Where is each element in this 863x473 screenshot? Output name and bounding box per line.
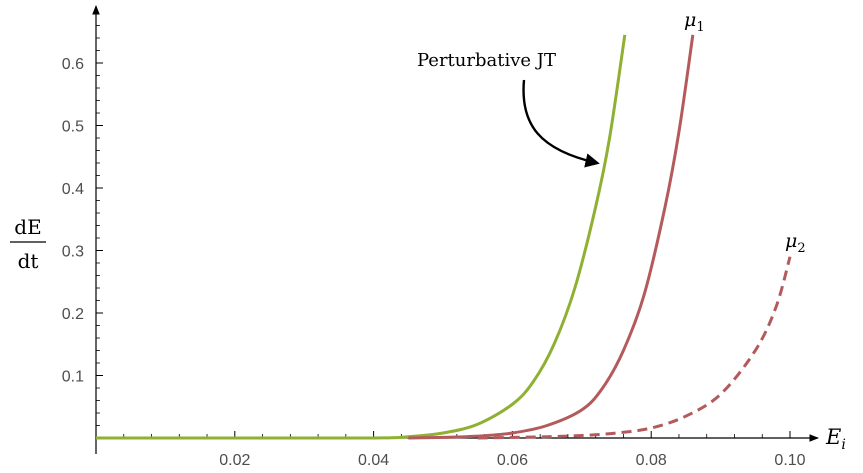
y-minor-ticks — [96, 25, 100, 426]
annotation-arrow — [522, 79, 600, 168]
y-axis-label-denominator: dt — [18, 249, 39, 273]
series-label-mu-2: μ2 — [785, 230, 806, 256]
y-axis: 0.1 0.2 0.3 0.4 0.5 0.6 dE dt — [10, 5, 103, 454]
x-tick-label: 0.02 — [219, 452, 250, 469]
y-tick-label: 0.2 — [62, 306, 84, 323]
series-label-mu-1: μ1 — [684, 9, 705, 35]
y-tick-labels: 0.1 0.2 0.3 0.4 0.5 0.6 — [62, 56, 84, 386]
x-tick-label: 0.06 — [497, 452, 528, 469]
y-tick-label: 0.1 — [62, 369, 84, 386]
x-tick-label: 0.10 — [774, 452, 805, 469]
plot-area — [95, 34, 792, 440]
series-line-perturbative-jt — [95, 34, 627, 440]
x-tick-label: 0.04 — [358, 452, 389, 469]
annotation-text: Perturbative JT — [417, 50, 556, 71]
annotation: Perturbative JT — [417, 50, 600, 168]
y-tick-label: 0.3 — [62, 244, 84, 261]
y-tick-label: 0.5 — [62, 119, 84, 136]
y-axis-label-numerator: dE — [14, 215, 41, 239]
series-line-mu-1 — [408, 34, 695, 440]
x-axis-label: Ei — [825, 425, 846, 453]
y-tick-label: 0.4 — [62, 181, 84, 198]
y-axis-label: dE dt — [10, 215, 46, 273]
series-line-mu-2 — [477, 256, 792, 440]
x-tick-labels: 0.02 0.04 0.06 0.08 0.10 — [219, 452, 805, 469]
series-labels: μ1 μ2 — [684, 9, 806, 256]
y-tick-label: 0.6 — [62, 56, 84, 73]
y-major-ticks — [96, 62, 103, 376]
x-tick-label: 0.08 — [636, 452, 667, 469]
x-axis: 0.02 0.04 0.06 0.08 0.10 Ei — [96, 425, 846, 469]
